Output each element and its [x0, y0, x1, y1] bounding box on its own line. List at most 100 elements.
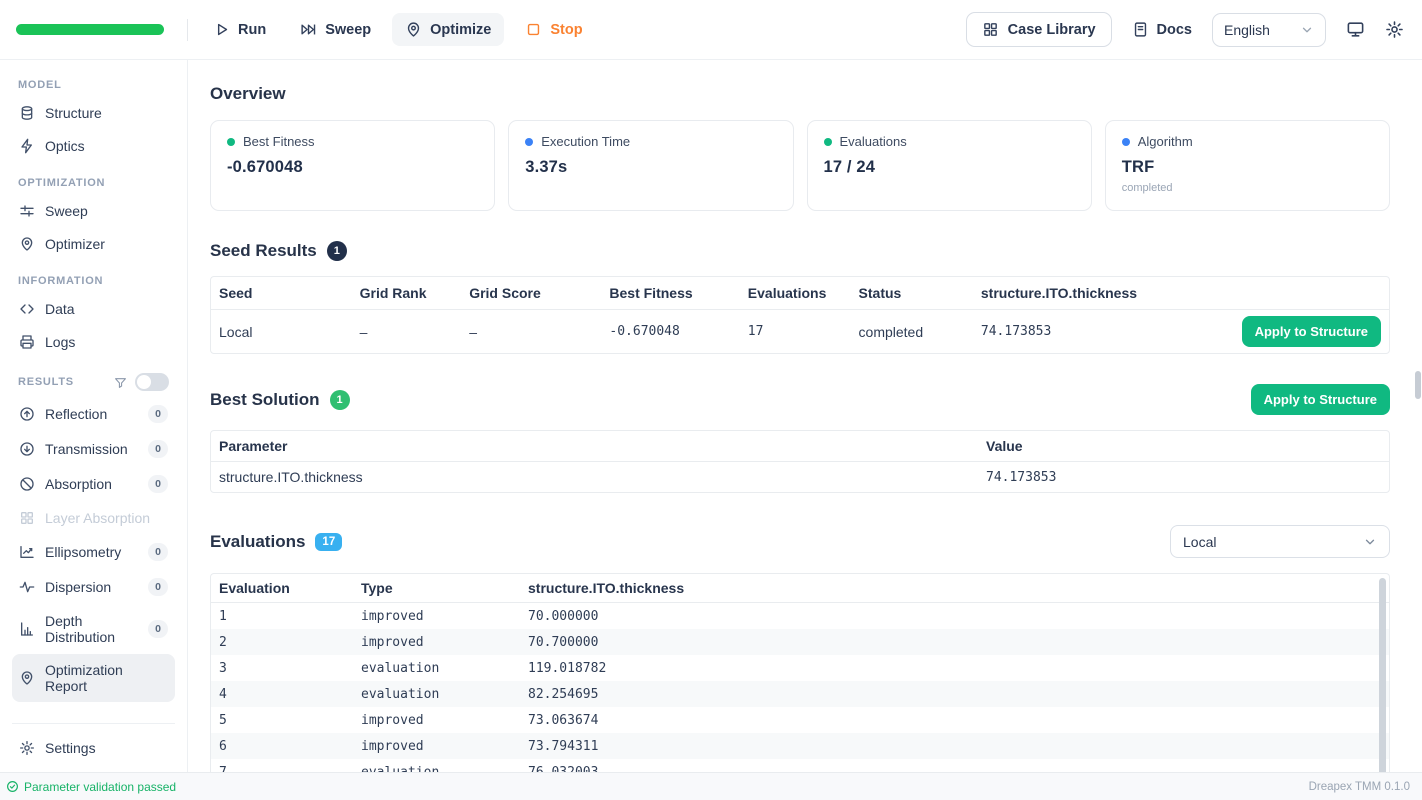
evaluations-cell: 17: [747, 324, 764, 339]
evaluation-cell: 5: [219, 712, 227, 728]
docs-button[interactable]: Docs: [1132, 21, 1192, 38]
status-bar: Parameter validation passed Dreapex TMM …: [0, 772, 1422, 800]
database-icon: [19, 105, 35, 121]
app-version: Dreapex TMM 0.1.0: [1308, 780, 1410, 793]
card-value: -0.670048: [227, 158, 303, 176]
lightning-icon: [19, 138, 35, 154]
sidebar-item-label: Structure: [45, 105, 102, 121]
sidebar-item-sweep[interactable]: Sweep: [12, 195, 175, 227]
grid-rank-cell: –: [359, 323, 368, 340]
toolbar-divider: [187, 18, 188, 41]
results-filter-toggle[interactable]: [135, 373, 169, 391]
play-icon: [213, 21, 230, 38]
sidebar: MODEL Structure Optics OPTIMIZATION: [0, 60, 188, 772]
evaluation-cell: 1: [219, 608, 227, 624]
column-header: structure.ITO.thickness: [520, 574, 1389, 603]
overview-cards: Best Fitness -0.670048 Execution Time 3.…: [210, 120, 1390, 211]
sidebar-item-reflection[interactable]: Reflection 0: [12, 397, 175, 431]
parameter-cell: structure.ITO.thickness: [219, 469, 363, 485]
table-row: 7 evaluation 76.032003: [211, 759, 1389, 773]
thickness-cell: 76.032003: [528, 764, 599, 773]
filter-icon[interactable]: [114, 376, 127, 389]
chevron-down-icon: [1300, 23, 1314, 37]
column-header: Best Fitness: [601, 277, 740, 310]
display-mode-button[interactable]: [1346, 20, 1365, 39]
evaluation-cell: 6: [219, 738, 227, 754]
sidebar-item-label: Data: [45, 301, 75, 317]
sidebar-item-layer-absorption[interactable]: Layer Absorption: [12, 502, 175, 534]
card-label: Execution Time: [541, 134, 631, 149]
table-row: 2 improved 70.700000: [211, 629, 1389, 655]
sidebar-section-results: RESULTS: [12, 368, 175, 396]
page-scrollbar-thumb[interactable]: [1415, 371, 1421, 399]
sidebar-item-label: Optimization Report: [45, 662, 123, 694]
card-evaluations: Evaluations 17 / 24: [806, 120, 1092, 211]
thickness-cell: 73.794311: [528, 738, 599, 754]
type-cell: improved: [361, 712, 424, 728]
sidebar-item-optics[interactable]: Optics: [12, 130, 175, 162]
best-fitness-cell: -0.670048: [609, 324, 680, 339]
check-circle-icon: [6, 780, 19, 793]
evaluation-cell: 4: [219, 686, 227, 702]
seed-filter-select[interactable]: Local: [1170, 525, 1390, 558]
sidebar-item-optimizer[interactable]: Optimizer: [12, 228, 175, 260]
sidebar-item-label: Optics: [45, 138, 85, 154]
table-scrollbar-thumb[interactable]: [1379, 578, 1386, 772]
sweep-button[interactable]: Sweep: [287, 13, 384, 46]
grid-score-cell: –: [469, 323, 477, 340]
waveform-icon: [19, 579, 35, 595]
sidebar-item-label: Transmission: [45, 441, 128, 457]
stop-square-icon: [525, 21, 542, 38]
status-dot: [227, 137, 235, 146]
sidebar-item-depth-distribution[interactable]: Depth Distribution 0: [12, 605, 175, 653]
monitor-icon: [1346, 20, 1365, 39]
sidebar-section-optimization: OPTIMIZATION: [18, 177, 106, 189]
sidebar-item-logs[interactable]: Logs: [12, 326, 175, 358]
sidebar-item-structure[interactable]: Structure: [12, 97, 175, 129]
optimize-label: Optimize: [430, 21, 492, 38]
document-icon: [1132, 21, 1149, 38]
card-label: Evaluations: [839, 134, 907, 149]
sidebar-item-optimization-report[interactable]: Optimization Report: [12, 654, 175, 702]
apply-to-structure-button[interactable]: Apply to Structure: [1250, 384, 1390, 415]
gear-icon: [19, 740, 35, 756]
app-logo: [16, 24, 164, 35]
sidebar-item-data[interactable]: Data: [12, 293, 175, 325]
best-solution-header: Best Solution 1 Apply to Structure: [210, 384, 1390, 415]
case-library-label: Case Library: [1007, 21, 1096, 38]
best-solution-count-badge: 1: [329, 389, 350, 410]
table-row: 4 evaluation 82.254695: [211, 681, 1389, 707]
sidebar-section-information: INFORMATION: [18, 275, 104, 287]
evaluations-header: Evaluations 17 Local: [210, 525, 1390, 558]
language-select[interactable]: English: [1212, 12, 1326, 47]
apply-to-structure-button[interactable]: Apply to Structure: [1241, 316, 1381, 347]
status-message: Parameter validation passed: [24, 779, 177, 794]
case-library-button[interactable]: Case Library: [965, 12, 1112, 47]
settings-button-topbar[interactable]: [1385, 20, 1404, 39]
top-toolbar: Run Sweep Optimize Stop C: [0, 0, 1422, 60]
sidebar-item-label: Dispersion: [45, 579, 112, 595]
optimize-button[interactable]: Optimize: [392, 13, 505, 46]
table-header-row: Seed Grid Rank Grid Score Best Fitness E…: [211, 277, 1389, 310]
sidebar-item-ellipsometry[interactable]: Ellipsometry 0: [12, 535, 175, 569]
thickness-cell: 70.000000: [528, 608, 599, 624]
slash-circle-icon: [19, 476, 35, 492]
column-header: Grid Score: [461, 277, 602, 310]
type-cell: evaluation: [361, 764, 440, 773]
sidebar-item-settings[interactable]: Settings: [12, 732, 175, 764]
sidebar-item-dispersion[interactable]: Dispersion 0: [12, 570, 175, 604]
seed-results-count-badge: 1: [326, 241, 347, 261]
card-label: Best Fitness: [243, 134, 315, 149]
sidebar-item-absorption[interactable]: Absorption 0: [12, 467, 175, 501]
count-badge: 0: [148, 475, 168, 493]
run-button[interactable]: Run: [200, 13, 279, 46]
sidebar-item-label: Ellipsometry: [45, 544, 122, 560]
stop-button[interactable]: Stop: [512, 13, 595, 46]
sidebar-item-transmission[interactable]: Transmission 0: [12, 432, 175, 466]
status-dot: [525, 137, 534, 146]
seed-results-table: Seed Grid Rank Grid Score Best Fitness E…: [210, 276, 1390, 354]
seed-cell: Local: [219, 323, 253, 340]
chevron-down-icon: [1363, 535, 1377, 549]
count-badge: 0: [148, 543, 168, 561]
table-row: structure.ITO.thickness 74.173853: [211, 462, 1389, 492]
